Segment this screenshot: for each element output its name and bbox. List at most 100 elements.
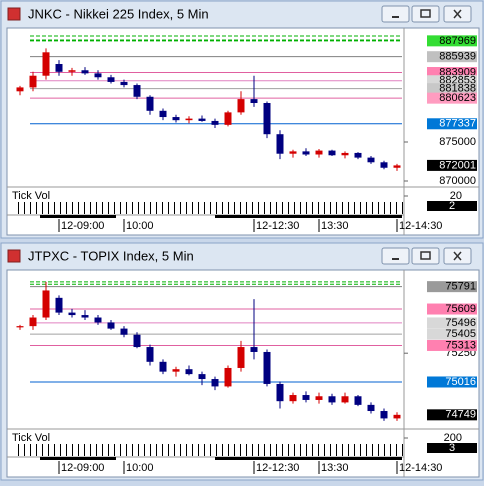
candle-body xyxy=(81,315,89,318)
price-label: 872001 xyxy=(439,159,476,171)
candle-body xyxy=(159,110,167,118)
price-label-bg xyxy=(427,92,477,104)
volume-last: 2 xyxy=(449,200,455,212)
candle-body xyxy=(237,347,245,368)
candle-body xyxy=(107,322,115,329)
x-tick-label: 12-09:00 xyxy=(61,220,104,232)
price-label-bg xyxy=(427,159,477,171)
app-icon xyxy=(7,249,21,263)
candle-body xyxy=(393,165,401,168)
session-bar xyxy=(40,457,116,460)
candle-body xyxy=(29,75,37,88)
minimize-button[interactable] xyxy=(381,5,410,23)
candle-body xyxy=(16,326,24,328)
candle-body xyxy=(393,414,401,419)
x-tick-label: 12-12:30 xyxy=(256,462,299,474)
candle-body xyxy=(237,99,245,113)
candle-body xyxy=(68,312,76,316)
price-label-bg xyxy=(427,409,477,421)
candle-body xyxy=(133,334,141,348)
candle-body xyxy=(81,70,89,74)
candle-body xyxy=(211,379,219,387)
candle-body xyxy=(107,77,115,82)
candle-body xyxy=(224,367,232,387)
window-title: JNKC - Nikkei 225 Index, 5 Min xyxy=(28,6,209,21)
candle-body xyxy=(198,374,206,380)
candle-body xyxy=(224,112,232,125)
candle-body xyxy=(68,70,76,72)
candle-body xyxy=(172,117,180,121)
candle-body xyxy=(42,52,50,76)
price-label: 75016 xyxy=(445,376,476,388)
price-label: 75609 xyxy=(445,303,476,315)
candle-body xyxy=(380,162,388,168)
candle-body xyxy=(250,99,258,104)
candle-body xyxy=(367,404,375,412)
candle-body xyxy=(289,151,297,154)
session-bar xyxy=(215,215,402,218)
price-label-bg xyxy=(427,118,477,130)
maximize-button[interactable] xyxy=(411,5,440,23)
price-label: 881838 xyxy=(439,83,476,95)
x-tick-label: 12-14:30 xyxy=(399,462,442,474)
x-tick-label: 13:30 xyxy=(321,462,349,474)
candle-body xyxy=(146,96,154,111)
volume-label: Tick Vol xyxy=(12,432,50,444)
close-icon xyxy=(453,9,462,19)
candle-body xyxy=(55,64,63,72)
candle-body xyxy=(185,369,193,375)
maximize-icon xyxy=(420,9,431,18)
price-label-bg xyxy=(427,317,477,329)
price-label: 75791 xyxy=(445,281,476,293)
candle-body xyxy=(302,151,310,155)
candle-body xyxy=(94,73,102,78)
volume-tick-label: 200 xyxy=(444,432,462,444)
candle-body xyxy=(367,157,375,163)
minimize-button[interactable] xyxy=(381,247,410,265)
volume-last: 3 xyxy=(449,442,455,454)
candle-body xyxy=(211,120,219,125)
candle-body xyxy=(120,328,128,335)
x-tick-label: 12-09:00 xyxy=(61,462,104,474)
price-label-bg xyxy=(427,75,477,87)
price-label-bg xyxy=(427,328,477,340)
candle-body xyxy=(55,297,63,313)
price-label-bg xyxy=(427,83,477,95)
price-label: 885939 xyxy=(439,51,476,63)
price-label: 74749 xyxy=(445,409,476,421)
candle-body xyxy=(198,118,206,121)
candle-body xyxy=(289,395,297,402)
close-icon xyxy=(453,251,462,261)
price-label: 877337 xyxy=(439,118,476,130)
candle-body xyxy=(120,81,128,86)
x-tick-label: 12-14:30 xyxy=(399,220,442,232)
price-label-bg xyxy=(427,339,477,351)
candle-body xyxy=(250,347,258,352)
price-label: 880623 xyxy=(439,92,476,104)
candle-body xyxy=(159,361,167,372)
volume-label: Tick Vol xyxy=(12,190,50,202)
volume-tick-label: 20 xyxy=(450,190,462,202)
candle-body xyxy=(276,383,284,402)
candle-body xyxy=(263,351,271,384)
candle-body xyxy=(29,317,37,327)
candle-body xyxy=(315,396,323,400)
maximize-button[interactable] xyxy=(411,247,440,265)
volume-bars xyxy=(14,202,404,214)
x-tick-label: 12-12:30 xyxy=(256,220,299,232)
volume-last-bg xyxy=(427,443,477,453)
candle-body xyxy=(185,118,193,121)
x-tick-label: 13:30 xyxy=(321,220,349,232)
candle-body xyxy=(16,87,24,92)
price-label-bg xyxy=(427,51,477,63)
price-label: 887969 xyxy=(439,35,476,47)
price-label-bg xyxy=(427,281,477,293)
price-label: 75313 xyxy=(445,339,476,351)
candle-body xyxy=(146,347,154,362)
app-icon xyxy=(7,7,21,21)
candle-body xyxy=(302,395,310,400)
candle-body xyxy=(276,134,284,154)
candle-body xyxy=(328,150,336,156)
maximize-icon xyxy=(420,251,431,260)
